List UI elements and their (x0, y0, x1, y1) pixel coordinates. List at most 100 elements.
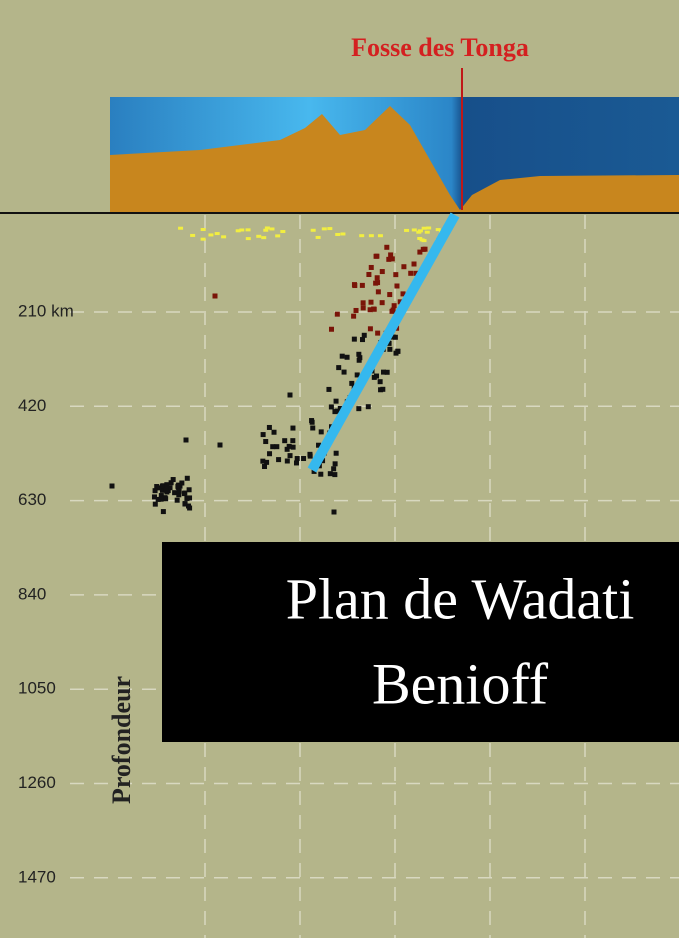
quake (274, 444, 280, 450)
quake (368, 299, 374, 305)
quake (426, 226, 432, 230)
quake (309, 418, 315, 424)
axis-label: Profondeur (107, 676, 136, 804)
quake (186, 487, 192, 493)
quake (109, 483, 115, 489)
quake (328, 404, 334, 410)
quake (332, 461, 338, 467)
quake (352, 283, 358, 289)
quake (263, 228, 269, 232)
earthquakes (109, 226, 445, 515)
quake (155, 496, 161, 502)
depth-tick-label: 1050 (18, 679, 56, 698)
quake (368, 234, 374, 238)
quake (379, 300, 385, 306)
quake (290, 425, 296, 431)
quake (184, 495, 190, 501)
quake (217, 442, 223, 448)
quake (221, 235, 227, 239)
quake (360, 337, 366, 343)
quake (152, 501, 158, 507)
quake (262, 464, 268, 470)
quake (187, 495, 193, 501)
quake (333, 450, 339, 456)
quake (158, 493, 164, 499)
quake (327, 471, 333, 477)
quake (264, 459, 270, 465)
quake (334, 311, 340, 317)
quake (386, 340, 392, 346)
caption-line: Benioff (372, 651, 549, 716)
quake (260, 458, 266, 464)
quake (214, 232, 220, 236)
quake (294, 456, 300, 462)
quake (158, 496, 164, 502)
quake (311, 468, 317, 474)
quake (375, 280, 381, 286)
quake (401, 264, 407, 270)
quake (190, 233, 196, 237)
quake (200, 237, 206, 241)
crust (110, 106, 679, 212)
quake (386, 256, 392, 262)
quake (360, 305, 366, 311)
quake (275, 234, 281, 238)
quake (326, 386, 332, 392)
quake (164, 482, 170, 488)
quake (373, 253, 379, 259)
quake (349, 380, 355, 386)
quake (391, 303, 397, 309)
quake (380, 386, 386, 392)
quake (335, 232, 341, 236)
quake (182, 490, 188, 496)
caption: Plan de Wadati Benioff (162, 542, 679, 742)
quake (389, 256, 395, 262)
quake (328, 326, 334, 332)
quake (368, 264, 374, 270)
quake (182, 501, 188, 507)
quake (183, 437, 189, 443)
quake (416, 230, 422, 234)
quake (267, 451, 273, 457)
quake (380, 369, 386, 375)
quake (424, 230, 430, 234)
quake (270, 444, 276, 450)
quake (260, 432, 266, 438)
quake (365, 404, 371, 410)
quake (411, 228, 417, 232)
quake (266, 424, 272, 430)
quake (168, 480, 174, 486)
quake (310, 228, 316, 232)
quake (316, 442, 322, 448)
quake (390, 307, 396, 313)
quake (307, 453, 313, 459)
quake (417, 249, 423, 255)
quake (371, 306, 377, 312)
quake (172, 490, 178, 496)
quake (175, 483, 181, 489)
quake (284, 458, 290, 464)
quake (375, 330, 381, 336)
quake (384, 244, 390, 250)
quake (408, 270, 414, 276)
quake (339, 353, 345, 359)
quake (356, 357, 362, 363)
quake (411, 261, 417, 267)
quake (351, 313, 357, 319)
depth-tick-label: 630 (18, 490, 46, 509)
quake (404, 228, 410, 232)
quake (367, 307, 373, 313)
depth-tick-label: 1470 (18, 867, 56, 886)
quake (176, 488, 182, 494)
quake (367, 326, 373, 332)
quake (341, 369, 347, 375)
quake (387, 292, 393, 298)
quake (208, 233, 214, 237)
quake (359, 234, 365, 238)
quake (261, 236, 267, 240)
caption-box (162, 542, 679, 742)
quake (178, 226, 184, 230)
quake (290, 444, 296, 450)
quake (284, 446, 290, 452)
